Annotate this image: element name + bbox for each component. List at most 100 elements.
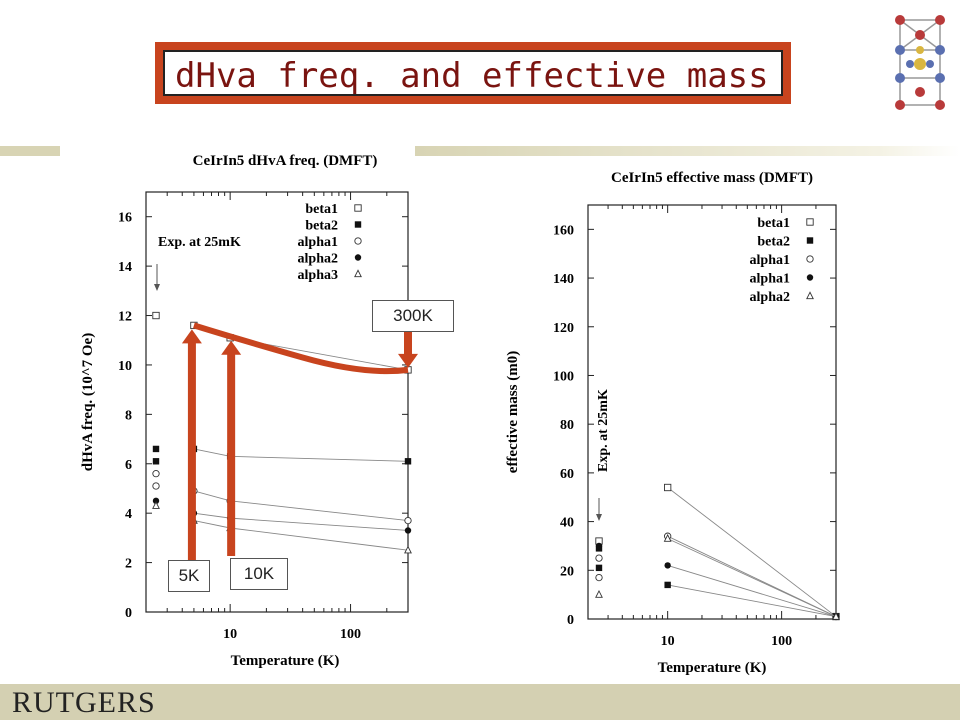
y-axis-label: dHvA freq. (10^7 Oe)	[80, 333, 96, 471]
data-point	[664, 562, 671, 569]
highlight-curve	[193, 322, 409, 375]
y-tick-label: 20	[560, 564, 574, 579]
data-point	[663, 533, 672, 542]
data-point	[664, 581, 671, 589]
legend-marker	[354, 237, 362, 245]
callout-5k: 5K	[168, 560, 210, 592]
legend-marker	[354, 254, 362, 261]
arrow-10k	[221, 340, 242, 556]
y-tick-label: 2	[125, 557, 132, 572]
series-alpha1	[595, 542, 840, 620]
legend-marker	[806, 291, 814, 300]
legend-label: alpha1	[750, 272, 790, 287]
data-point	[832, 611, 840, 620]
data-point	[404, 458, 412, 465]
series-line	[667, 538, 837, 617]
rutgers-logo: RUTGERS	[12, 686, 156, 719]
data-point	[664, 483, 672, 492]
series-line	[193, 490, 409, 522]
exp-point	[152, 458, 160, 465]
exp-point	[595, 554, 603, 562]
y-tick-label: 6	[125, 458, 132, 473]
temperature-annotations	[181, 322, 418, 560]
y-tick-label: 140	[553, 272, 574, 287]
crystal-structure-icon	[895, 15, 945, 110]
exp-annotation: Exp. at 25mK	[158, 235, 241, 250]
data-point	[404, 545, 412, 554]
x-tick-label: 100	[771, 634, 792, 649]
x-axis-label: Temperature (K)	[231, 653, 340, 669]
exp-arrowhead	[596, 514, 602, 521]
chart-title: CeIrIn5 effective mass (DMFT)	[611, 170, 813, 186]
data-point	[404, 527, 412, 534]
legend-marker	[806, 255, 814, 263]
series-line	[193, 448, 409, 462]
exp-point	[595, 589, 603, 598]
y-tick-label: 40	[560, 516, 574, 531]
x-tick-label: 100	[340, 627, 361, 642]
legend-label: alpha2	[750, 290, 790, 305]
exp-point	[152, 482, 160, 490]
callout-300k: 300K	[372, 300, 454, 332]
legend-marker	[806, 274, 814, 281]
y-tick-label: 100	[553, 369, 574, 384]
x-tick-label: 10	[223, 627, 237, 642]
legend-label: beta1	[757, 216, 790, 231]
exp-point	[595, 564, 603, 572]
series-line	[667, 584, 837, 618]
chart-title: CeIrIn5 dHvA freq. (DMFT)	[193, 153, 378, 169]
slide-title-frame: dHva freq. and effective mass	[155, 42, 791, 104]
legend-marker	[806, 218, 814, 226]
legend-label: alpha1	[750, 253, 790, 268]
plot-frame	[145, 191, 409, 613]
y-tick-label: 14	[118, 260, 132, 275]
exp-annotation: Exp. at 25mK	[596, 389, 611, 472]
legend-marker	[354, 269, 362, 278]
series-beta2	[595, 545, 840, 620]
arrow-300k	[398, 330, 418, 368]
decor-bar-right	[415, 146, 960, 156]
legend-label: alpha2	[298, 252, 338, 267]
exp-point	[152, 501, 160, 509]
x-axis-label: Temperature (K)	[658, 660, 767, 676]
legend-label: beta2	[757, 235, 790, 250]
exp-point	[595, 573, 603, 582]
y-tick-label: 16	[118, 211, 132, 226]
y-tick-label: 0	[567, 613, 574, 628]
slide-title-box: dHva freq. and effective mass	[163, 50, 783, 96]
series-alpha2	[595, 533, 840, 620]
y-tick-label: 80	[560, 418, 574, 433]
y-tick-label: 8	[125, 408, 132, 423]
y-tick-label: 10	[118, 359, 132, 374]
y-tick-label: 120	[553, 321, 574, 336]
footer-bar	[0, 684, 960, 720]
y-tick-label: 60	[560, 467, 574, 482]
legend-marker	[354, 221, 362, 228]
arrow-5k	[181, 329, 202, 560]
dhva-frequency-chart: CeIrIn5 dHvA freq. (DMFT) 0246810121416 …	[80, 153, 412, 669]
exp-arrowhead	[154, 284, 160, 291]
y-tick-label: 4	[125, 507, 132, 522]
exp-point	[152, 497, 160, 505]
legend-label: beta1	[305, 202, 338, 217]
series-line	[667, 564, 837, 617]
y-axis-label: effective mass (m0)	[505, 351, 521, 473]
series-line	[193, 520, 409, 551]
exp-point	[152, 445, 160, 453]
legend-label: alpha3	[298, 268, 338, 283]
legend-marker	[806, 237, 814, 244]
legend-marker	[354, 204, 362, 212]
legend-label: alpha1	[298, 235, 338, 250]
exp-point	[152, 311, 160, 320]
exp-point	[152, 469, 160, 478]
y-tick-label: 12	[118, 310, 132, 325]
effective-mass-chart: CeIrIn5 effective mass (DMFT) 0 20 40 60 80 1…	[505, 170, 840, 676]
series-line	[193, 512, 409, 531]
x-tick-label: 10	[661, 634, 675, 649]
series-beta1	[595, 483, 840, 621]
slide-title: dHva freq. and effective mass	[175, 56, 769, 96]
decor-bar-left	[0, 146, 60, 156]
callout-10k: 10K	[230, 558, 288, 590]
data-point	[404, 516, 412, 525]
